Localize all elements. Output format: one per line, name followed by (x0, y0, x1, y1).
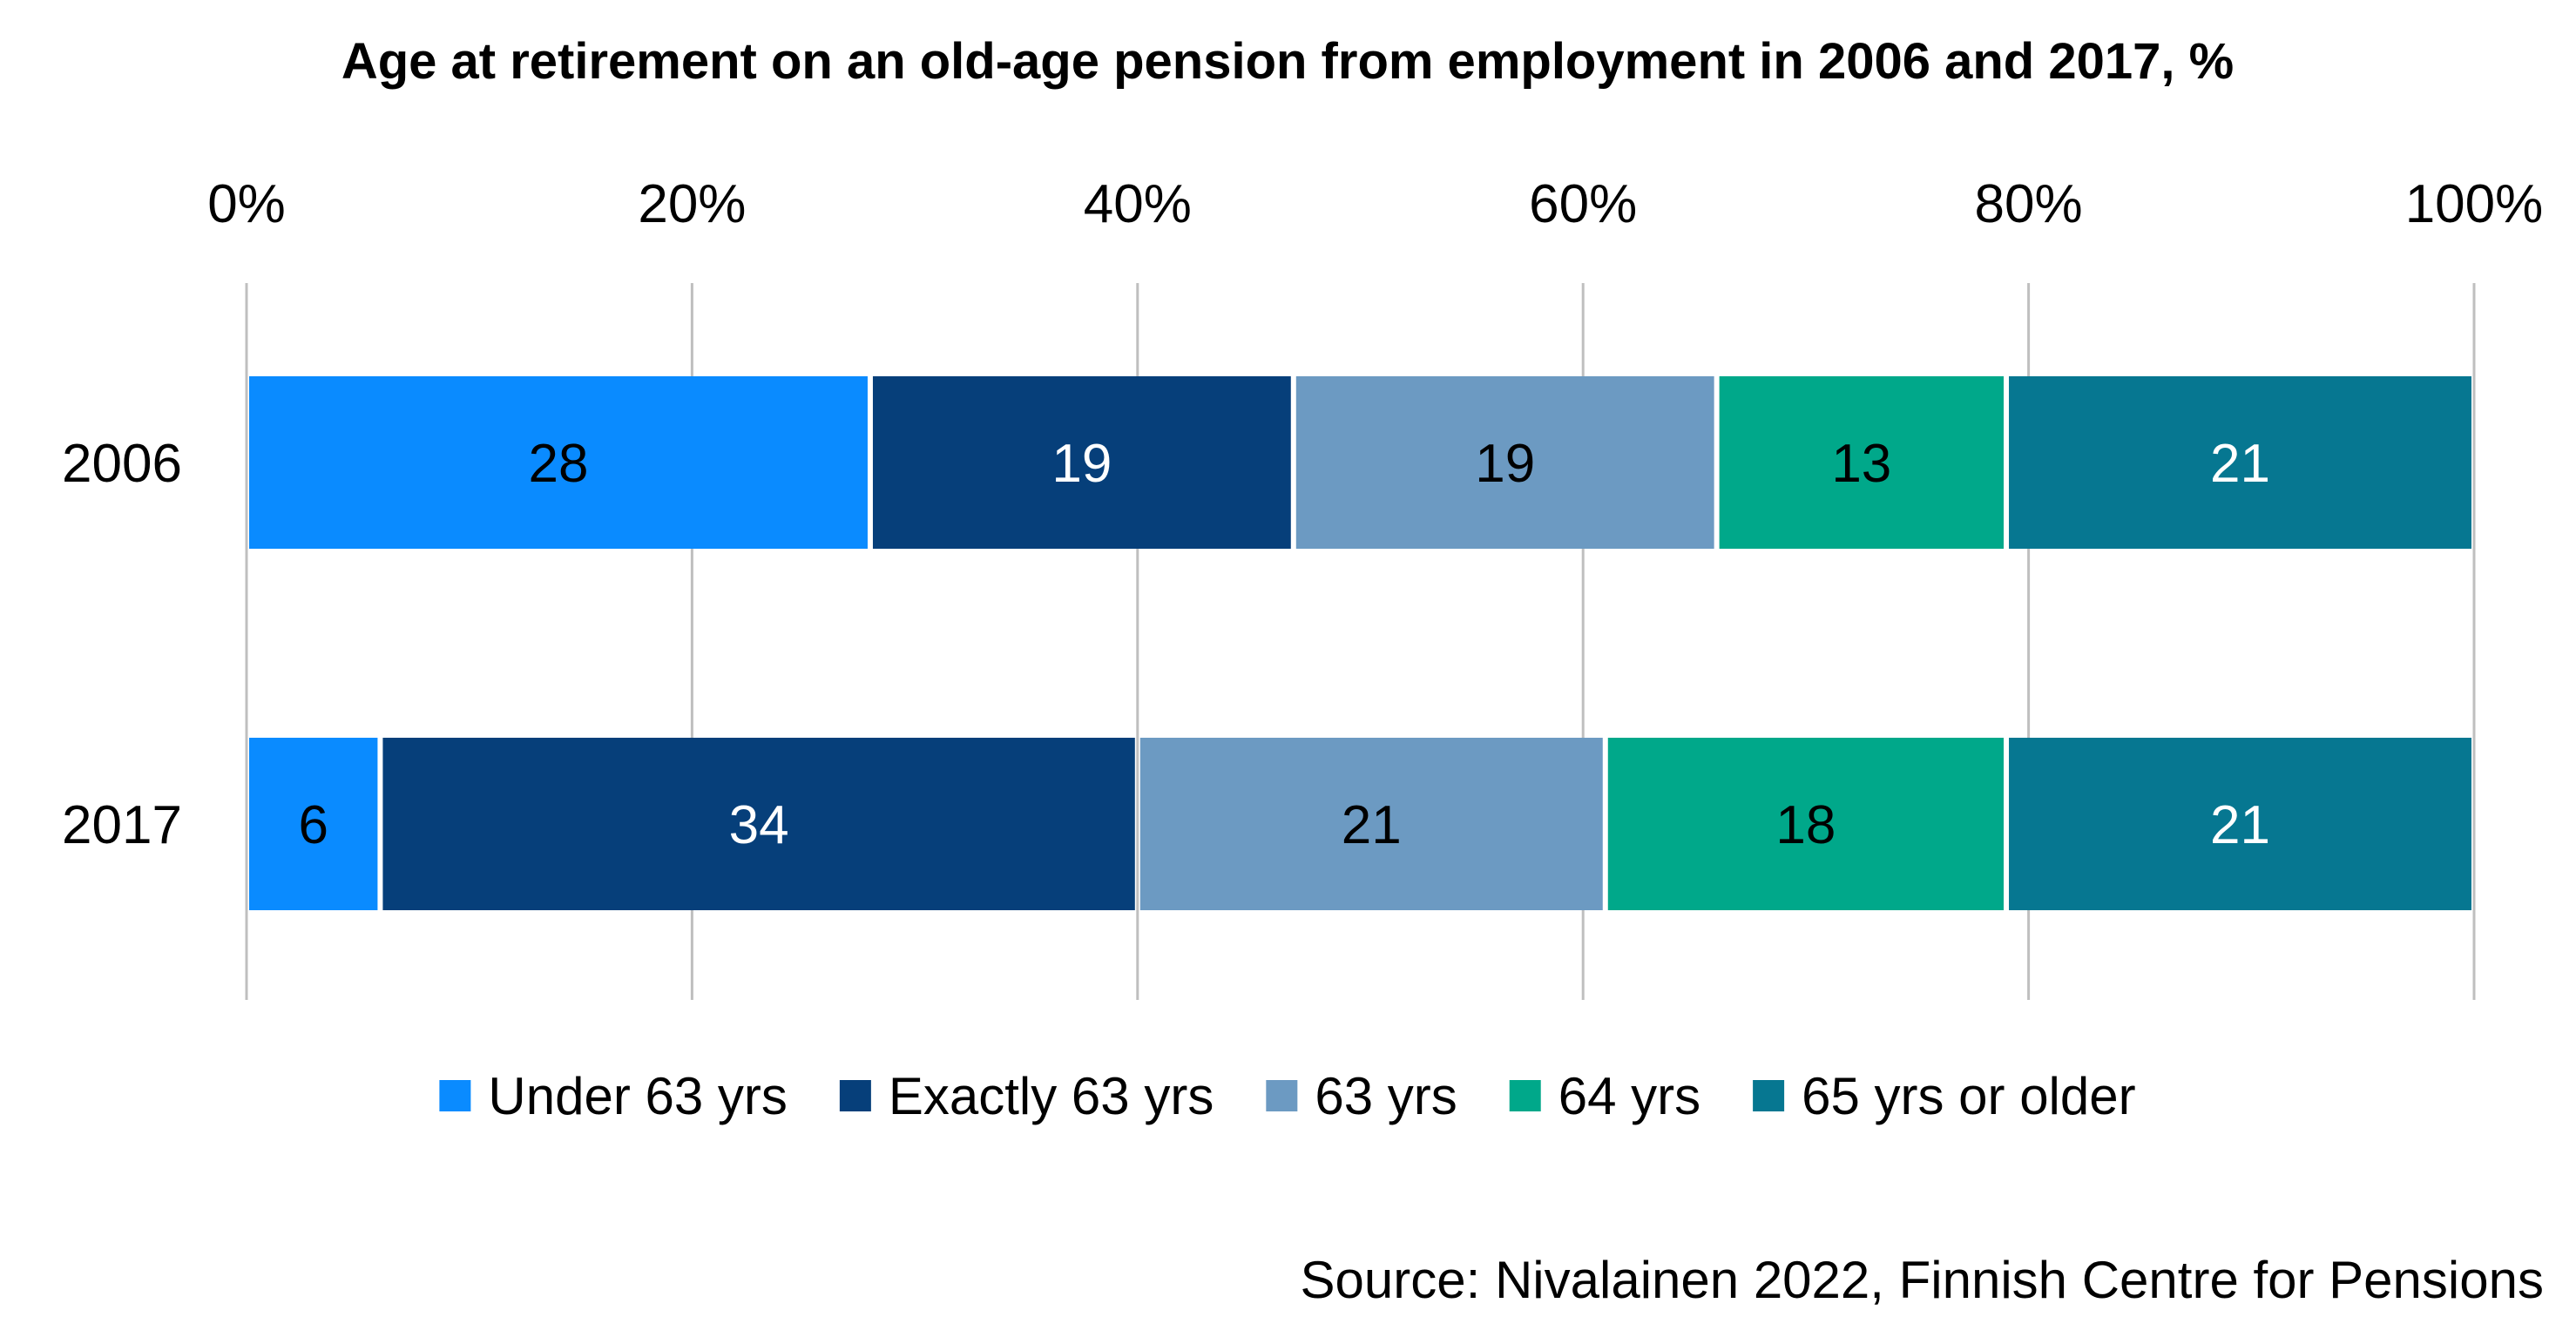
x-tick-label: 20% (638, 174, 746, 234)
bar-segment (382, 738, 1135, 910)
data-label: 21 (2210, 434, 2270, 494)
bar-segment (1719, 376, 2005, 549)
legend: Under 63 yrs Exactly 63 yrs 63 yrs 64 yrs 65… (439, 1067, 2136, 1125)
x-tick-label: 80% (1975, 174, 2083, 234)
data-label: 19 (1051, 434, 1112, 494)
source-note: Source: Nivalainen 2022, Finnish Centre … (1301, 1251, 2544, 1309)
chart-title: Age at retirement on an old-age pension … (341, 33, 2234, 90)
legend-swatch (1266, 1080, 1298, 1111)
data-label: 28 (528, 434, 588, 494)
legend-label: 63 yrs (1315, 1067, 1457, 1125)
legend-swatch (439, 1080, 471, 1111)
data-label: 13 (1831, 434, 1891, 494)
y-axis-category-labels: 2006 2017 (62, 434, 182, 855)
legend-label: Exactly 63 yrs (889, 1067, 1214, 1125)
legend-label: 65 yrs or older (1802, 1067, 2136, 1125)
legend-item: 65 yrs or older (1753, 1067, 2136, 1125)
legend-label: 64 yrs (1558, 1067, 1700, 1125)
x-tick-label: 100% (2405, 174, 2544, 234)
bar-segment (1295, 376, 1714, 549)
data-label: 19 (1475, 434, 1535, 494)
data-label: 18 (1775, 795, 1836, 855)
x-axis-tick-labels: 0% 20% 40% 60% 80% 100% (207, 174, 2543, 234)
bar-segment (249, 738, 378, 910)
data-label: 6 (298, 795, 328, 855)
legend-item: Exactly 63 yrs (839, 1067, 1214, 1125)
category-label: 2017 (62, 795, 182, 855)
category-label: 2006 (62, 434, 182, 494)
legend-item: Under 63 yrs (439, 1067, 788, 1125)
x-tick-label: 40% (1084, 174, 1192, 234)
bar-segment (2009, 376, 2471, 549)
legend-swatch (1509, 1080, 1541, 1111)
bar-segment (1607, 738, 2005, 910)
bar-segment (872, 376, 1291, 549)
legend-swatch (1753, 1080, 1785, 1111)
legend-label: Under 63 yrs (488, 1067, 787, 1125)
bar-segment (2009, 738, 2471, 910)
bar-segment (249, 376, 868, 549)
data-label: 21 (1342, 795, 1402, 855)
bar-segments (249, 376, 2471, 910)
bar-segment (1139, 738, 1603, 910)
data-labels: 28 19 19 13 21 6 34 21 18 21 (298, 434, 2270, 855)
legend-swatch (839, 1080, 871, 1111)
data-label: 34 (729, 795, 789, 855)
data-label: 21 (2210, 795, 2270, 855)
x-tick-label: 0% (207, 174, 286, 234)
x-tick-label: 60% (1529, 174, 1637, 234)
legend-item: 63 yrs (1266, 1067, 1457, 1125)
legend-item: 64 yrs (1509, 1067, 1700, 1125)
